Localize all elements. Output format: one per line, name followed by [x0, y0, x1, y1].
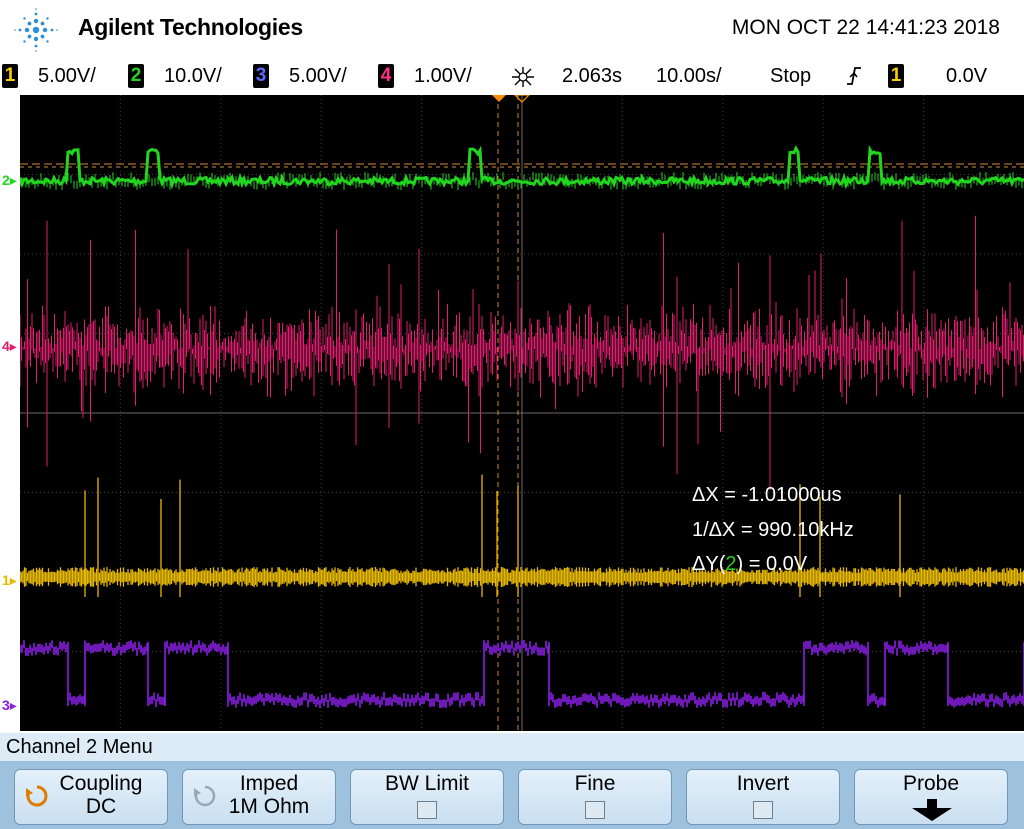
- channel-4-badge[interactable]: 4: [378, 64, 394, 88]
- bw-limit-label: BW Limit: [385, 772, 469, 795]
- agilent-logo-icon: [14, 8, 58, 52]
- probe-label: Probe: [902, 772, 960, 795]
- impedance-value: 1M Ohm: [228, 795, 310, 818]
- channel-1-ground-marker[interactable]: 1▸: [2, 572, 17, 588]
- fine-checkbox[interactable]: [585, 801, 605, 819]
- fine-label: Fine: [574, 772, 616, 795]
- delay-value: 2.063s: [562, 65, 623, 87]
- invert-checkbox[interactable]: [753, 801, 773, 819]
- invert-label: Invert: [736, 772, 790, 795]
- status-bar: 1 5.00V/ 2 10.0V/ 3 5.00V/ 4 1.00V/ 2.06…: [0, 60, 1024, 92]
- rotary-knob-icon: [26, 785, 48, 807]
- bw-limit-checkbox[interactable]: [417, 801, 437, 819]
- rising-edge-trigger-icon: [847, 67, 861, 85]
- waveform-canvas: [18, 94, 1024, 731]
- cursor-delta-y-prefix: ΔY(: [692, 553, 726, 575]
- run-state: Stop: [770, 65, 812, 87]
- cursor-delta-y-channel: 2: [725, 553, 737, 575]
- cursor-delta-y-suffix: ) = 0.0V: [736, 553, 808, 575]
- channel-2-ground-marker[interactable]: 2▸: [2, 172, 17, 188]
- menu-title: Channel 2 Menu: [6, 736, 153, 758]
- waveform-display[interactable]: ΔX = -1.01000us 1/ΔX = 990.10kHz ΔY(2) =…: [18, 94, 1024, 731]
- graticule: [20, 95, 1024, 731]
- bw-limit-softkey[interactable]: BW Limit: [350, 769, 504, 825]
- header-bar: Agilent Technologies MON OCT 22 14:41:23…: [0, 0, 1024, 60]
- channel-3-scale: 5.00V/: [289, 65, 347, 87]
- channel-1-trace: [19, 474, 1024, 597]
- brand-name: Agilent Technologies: [78, 14, 303, 40]
- channel-3-trace: [19, 640, 1024, 708]
- channel-3-badge[interactable]: 3: [253, 64, 269, 88]
- probe-softkey[interactable]: Probe: [854, 769, 1008, 825]
- channel-4-trace: [19, 215, 1024, 490]
- submenu-arrow-icon: [912, 799, 952, 821]
- channel-3-ground-marker[interactable]: 3▸: [2, 697, 17, 713]
- channel-2-badge[interactable]: 2: [128, 64, 144, 88]
- channel-1-badge[interactable]: 1: [2, 64, 18, 88]
- channel-4-scale: 1.00V/: [414, 65, 472, 87]
- cursor-inverse-delta-x: 1/ΔX = 990.10kHz: [692, 519, 854, 541]
- cursor-delta-y: ΔY(2) = 0.0V: [692, 553, 807, 576]
- menu-title-bar: Channel 2 Menu: [0, 733, 1024, 761]
- trigger-source-badge[interactable]: 1: [888, 64, 904, 88]
- rotary-knob-icon: [194, 785, 216, 807]
- channel-1-scale: 5.00V/: [38, 65, 96, 87]
- date-time: MON OCT 22 14:41:23 2018: [731, 16, 1000, 39]
- channel-2-scale: 10.0V/: [164, 65, 222, 87]
- coupling-softkey[interactable]: Coupling DC: [14, 769, 168, 825]
- cursor-delta-x: ΔX = -1.01000us: [692, 484, 842, 506]
- impedance-softkey[interactable]: Imped 1M Ohm: [182, 769, 336, 825]
- fine-softkey[interactable]: Fine: [518, 769, 672, 825]
- coupling-label: Coupling: [59, 772, 143, 795]
- softkey-bar: Coupling DC Imped 1M Ohm BW Limit Fine I…: [0, 761, 1024, 829]
- channel-2-noise: [19, 172, 1023, 190]
- timebase-value: 10.00s/: [656, 65, 722, 87]
- channel-4-ground-marker[interactable]: 4▸: [2, 338, 17, 354]
- trigger-level: 0.0V: [946, 65, 988, 87]
- trigger-position-marker: [492, 95, 506, 102]
- coupling-value: DC: [85, 795, 117, 818]
- invert-softkey[interactable]: Invert: [686, 769, 840, 825]
- impedance-label: Imped: [239, 772, 299, 795]
- delay-icon: [512, 67, 534, 87]
